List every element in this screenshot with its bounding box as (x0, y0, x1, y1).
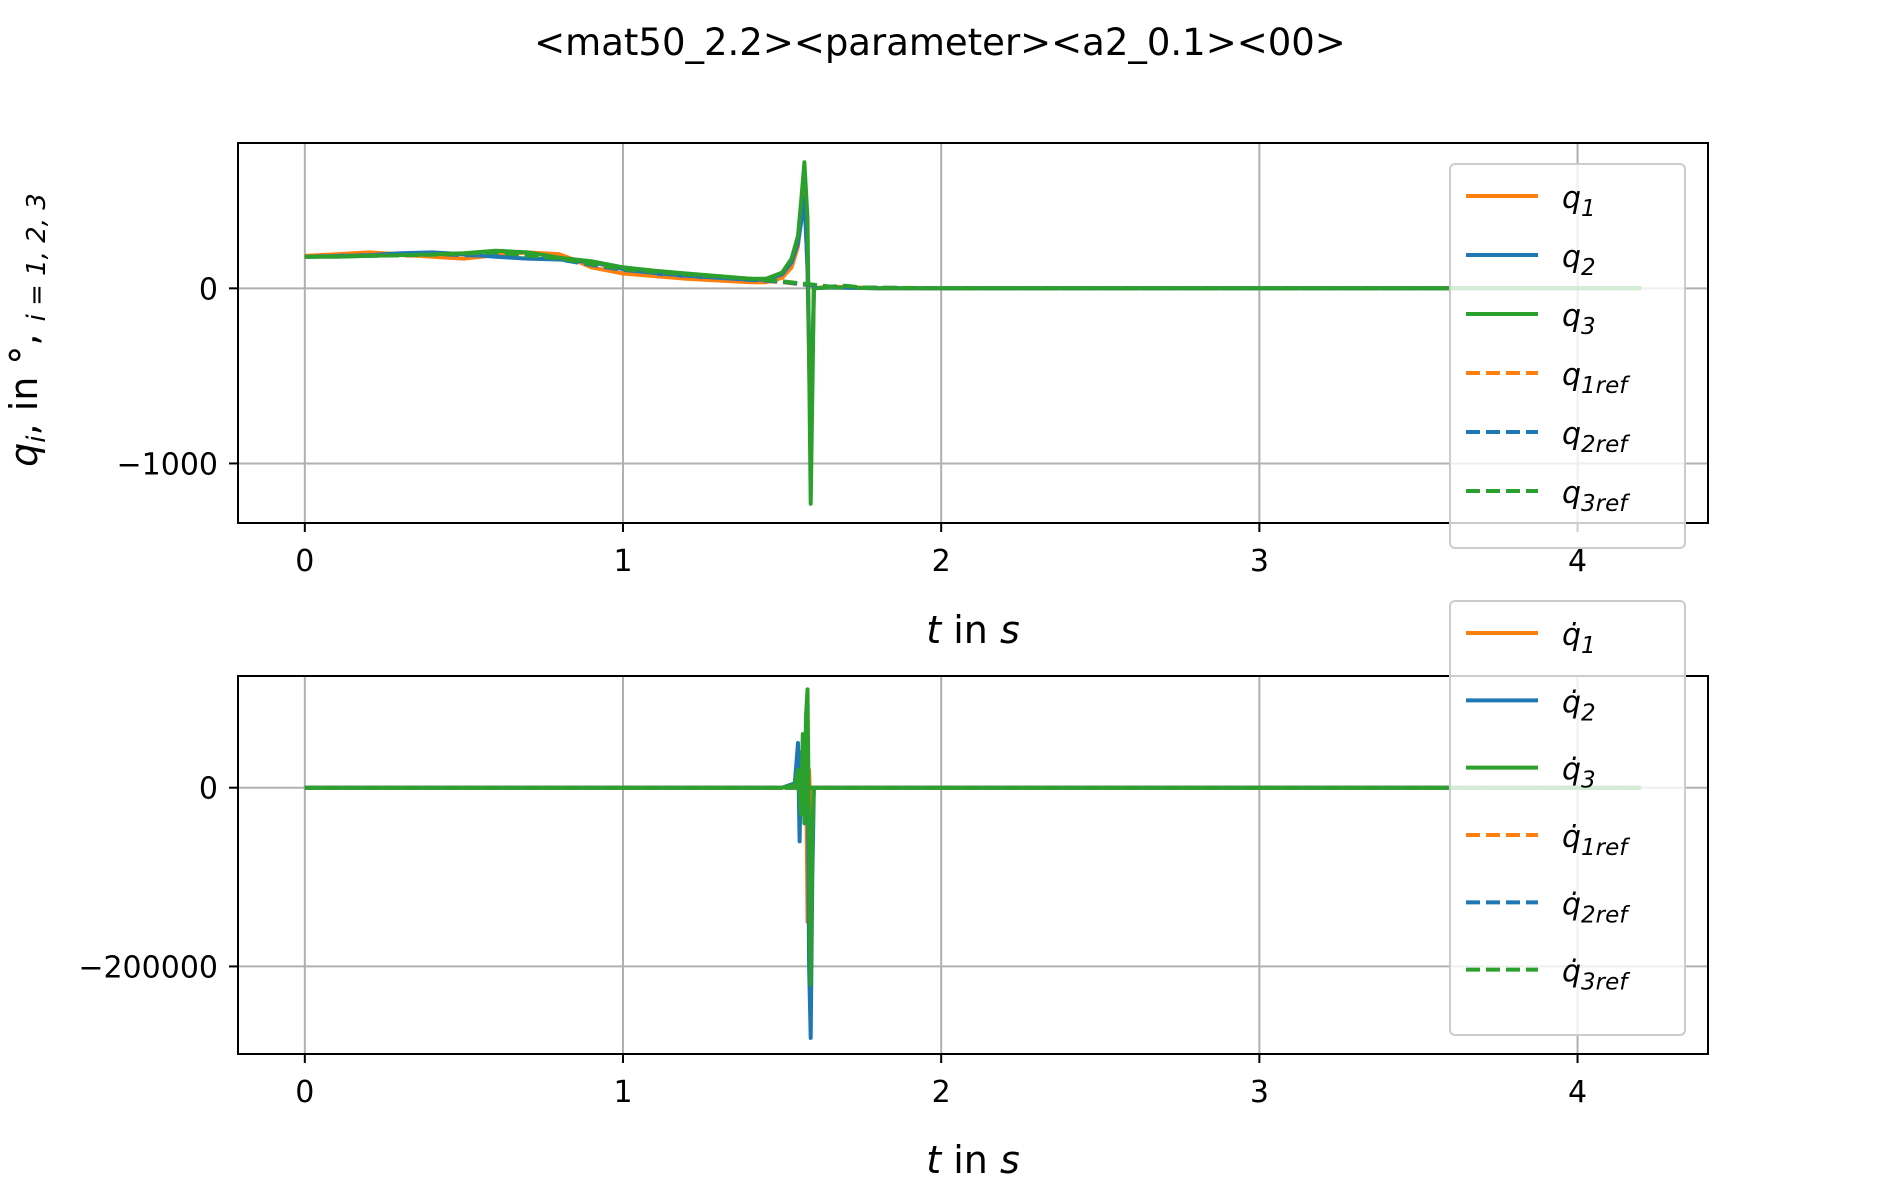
x-tick-label: 1 (613, 544, 632, 579)
x-tick-label: 4 (1568, 544, 1587, 579)
legend-symbol: q̇ (1562, 685, 1581, 720)
series-bottom (304, 687, 1642, 1040)
x-tick-label: 0 (295, 544, 314, 579)
legend-subscript: 1 (1581, 633, 1596, 659)
subplot-top: 0 1 2 3 40−1000 t in s qi, in °, i = 1, 2, 3… (2, 142, 1709, 652)
x-axis-label-in: in (941, 608, 1000, 652)
legend-entry: q̇3ref (1562, 955, 1630, 996)
legend-subscript: 1 (1581, 196, 1596, 222)
subplot-bottom: 0 1 2 3 40−200000 t in s q̇1q̇2q̇3q̇1refq̇2r… (78, 600, 1709, 1181)
y-axis-label-symbol: q (2, 443, 46, 467)
legend-symbol: q̇ (1562, 820, 1581, 855)
ticks-bottom: 0 1 2 3 4 0 −200000 (78, 772, 1587, 1110)
legend-subscript: 3 (1581, 768, 1596, 794)
legend-symbol: q̇ (1562, 753, 1581, 788)
legend-symbol: q (1562, 181, 1581, 216)
legend-box (1449, 163, 1686, 549)
x-tick-label: 0 (295, 1075, 314, 1110)
x-axis-label-var: t (926, 608, 943, 652)
legend-box (1449, 600, 1686, 1036)
series-top (304, 160, 1642, 506)
series-lines (304, 160, 1642, 506)
legend-symbol: q (1562, 358, 1581, 393)
x-tick-label: 3 (1250, 544, 1269, 579)
legend-symbol: q (1562, 476, 1581, 511)
legend-subscript: 1ref (1581, 373, 1630, 399)
legend-subscript: 2 (1581, 700, 1596, 726)
legend-entry: q̇3 (1562, 753, 1596, 794)
x-tick-label: 2 (932, 544, 951, 579)
legend-symbol: q (1562, 417, 1581, 452)
legend-subscript: 2ref (1581, 902, 1630, 928)
y-tick-label: −200000 (78, 950, 218, 985)
series-line-3ref (304, 250, 1642, 291)
figure-title: <mat50_2.2><parameter><a2_0.1><00> (534, 21, 1346, 64)
legend-entry: q2 (1562, 240, 1596, 281)
legend-subscript: 2ref (1581, 432, 1630, 458)
y-axis-label-unit: , in °, (2, 321, 46, 435)
x-axis-label-unit: s (1000, 1138, 1020, 1181)
y-axis-label-top: qi, in °, i = 1, 2, 3 (2, 193, 52, 467)
x-tick-label: 1 (613, 1075, 632, 1110)
legend-symbol: q (1562, 240, 1581, 275)
x-axis-label-top: t in s (926, 608, 1020, 652)
legend-entry: q2ref (1562, 417, 1630, 458)
legend-subscript: 3ref (1581, 491, 1630, 517)
legend-subscript: 3ref (1581, 970, 1630, 996)
y-tick-label: −1000 (117, 447, 218, 482)
ticks-top: 0 1 2 3 4 0 −1000 (117, 272, 1588, 579)
y-axis-label-subscript: i (22, 435, 52, 443)
legend-entry: q1ref (1562, 358, 1630, 399)
axes-frame-top (237, 142, 1709, 524)
axes-frame-bottom (237, 675, 1709, 1055)
legend-symbol: q̇ (1562, 955, 1581, 990)
legend-entry: q̇2ref (1562, 887, 1630, 928)
legend-entry: q3 (1562, 299, 1596, 340)
legend-subscript: 2 (1581, 255, 1596, 281)
x-tick-label: 3 (1250, 1075, 1269, 1110)
legend-entry: q3ref (1562, 476, 1630, 517)
legend-entry: q̇2 (1562, 685, 1596, 726)
series-lines (304, 687, 1642, 1040)
x-axis-label-unit: s (1000, 608, 1020, 652)
x-axis-label-in: in (941, 1138, 1000, 1181)
legend-symbol: q̇ (1562, 618, 1581, 653)
x-tick-label: 4 (1568, 1075, 1587, 1110)
y-tick-label: 0 (199, 272, 218, 307)
x-tick-label: 2 (932, 1075, 951, 1110)
legend-symbol: q̇ (1562, 887, 1581, 922)
legend-entry: q̇1ref (1562, 820, 1630, 861)
y-tick-label: 0 (199, 772, 218, 807)
x-axis-label-var: t (926, 1138, 943, 1181)
legend-symbol: q (1562, 299, 1581, 334)
y-axis-label-range: i = 1, 2, 3 (22, 193, 52, 321)
legend-subscript: 1ref (1581, 835, 1630, 861)
legend-subscript: 3 (1581, 314, 1596, 340)
legend-entry: q1 (1562, 181, 1596, 222)
x-axis-label-bottom: t in s (926, 1138, 1020, 1181)
legend-entry: q̇1 (1562, 618, 1596, 659)
